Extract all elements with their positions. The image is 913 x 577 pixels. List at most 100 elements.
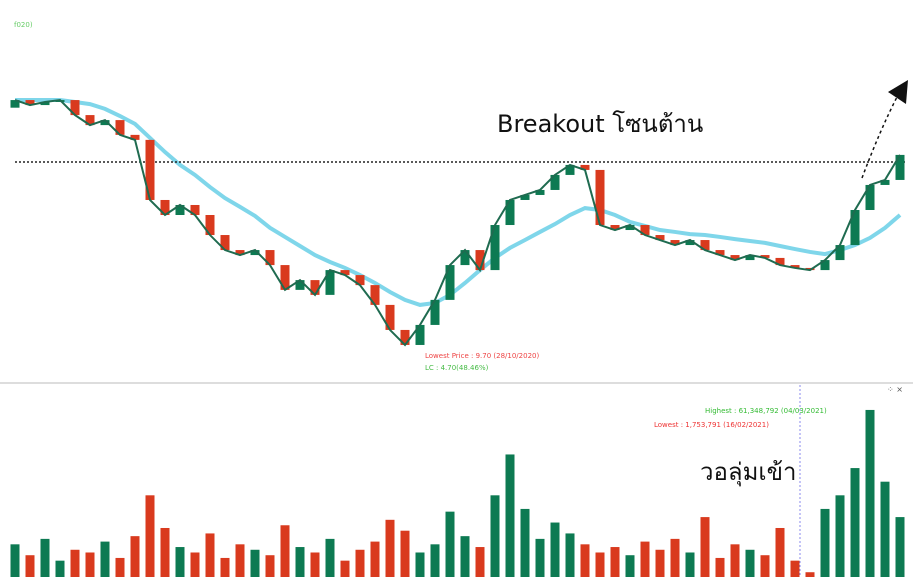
volume-bar	[385, 519, 395, 577]
candle	[460, 250, 470, 266]
candle	[490, 225, 500, 271]
candle	[145, 139, 155, 200]
candle	[160, 199, 170, 215]
volume-bar	[775, 527, 785, 577]
candle	[325, 270, 335, 295]
candle	[235, 250, 245, 256]
candle	[790, 265, 800, 268]
trend-arrow	[861, 94, 899, 179]
candle	[190, 204, 200, 215]
volume-bar	[895, 517, 905, 577]
candle	[535, 189, 545, 195]
volume-bar	[655, 549, 665, 577]
volume-bar	[430, 544, 440, 577]
volume-bar	[160, 527, 170, 577]
highest-label: Highest : 61,348,792 (04/03/2021)	[705, 407, 827, 415]
marks	[10, 98, 905, 577]
volume-bar	[745, 549, 755, 577]
volume-bar	[85, 552, 95, 577]
candle	[700, 240, 710, 251]
volume-bar	[850, 468, 860, 577]
volume-bar	[415, 552, 425, 577]
volume-bar	[460, 536, 470, 577]
candle	[835, 245, 845, 261]
volume-bar	[235, 544, 245, 577]
volume-bar	[130, 536, 140, 577]
volume-bar	[835, 495, 845, 577]
volume-bar	[250, 549, 260, 577]
volume-bar	[40, 538, 50, 577]
volume-bar	[475, 547, 485, 577]
volume-bar	[25, 555, 35, 577]
candle	[40, 101, 50, 106]
candle	[550, 174, 560, 190]
candle	[85, 115, 95, 126]
volume-bar	[670, 538, 680, 577]
volume-bar	[400, 530, 410, 577]
volume-bar	[370, 541, 380, 577]
candle	[310, 280, 320, 295]
candle	[685, 240, 695, 246]
candle	[385, 304, 395, 330]
candle	[580, 164, 590, 170]
candle	[130, 134, 140, 140]
volume-bar	[325, 538, 335, 577]
volume-bar	[280, 525, 290, 577]
candle	[670, 240, 680, 246]
volume-bar	[115, 557, 125, 577]
volume-bar	[820, 508, 830, 577]
volume-bar	[310, 552, 320, 577]
candle	[100, 120, 110, 126]
volume-bar	[175, 547, 185, 577]
volume-bar	[610, 547, 620, 577]
candle	[250, 250, 260, 256]
candle	[205, 215, 215, 236]
candle	[850, 209, 860, 246]
candle	[475, 250, 485, 271]
volume-bar	[145, 495, 155, 577]
candle	[745, 255, 755, 261]
volume-bar	[220, 557, 230, 577]
pane-controls: ⁘ ×	[887, 385, 903, 394]
candle	[10, 100, 20, 108]
candle	[895, 154, 905, 180]
candle	[505, 199, 515, 226]
volume-bar	[100, 541, 110, 577]
volume-bar	[340, 560, 350, 577]
candle	[430, 299, 440, 325]
ma-line	[15, 98, 902, 307]
volume-bar	[730, 544, 740, 577]
candle	[760, 255, 770, 258]
candle	[865, 184, 875, 210]
candle	[415, 324, 425, 345]
volume-bar	[565, 533, 575, 577]
volume-bar	[265, 555, 275, 577]
lc-label: LC : 4.70(48.46%)	[425, 364, 489, 372]
volume-bar	[55, 560, 65, 577]
volume-bar	[205, 533, 215, 577]
candle	[265, 250, 275, 266]
arrow-head	[888, 80, 908, 104]
candle	[400, 329, 410, 345]
volume-bar	[550, 522, 560, 577]
candle	[610, 225, 620, 231]
lowest-volume-label: Lowest : 1,753,791 (16/02/2021)	[654, 421, 769, 429]
candle	[595, 169, 605, 226]
volume-bar	[640, 541, 650, 577]
volume-bar	[505, 454, 515, 577]
volume-bar	[535, 538, 545, 577]
volume-bar	[715, 557, 725, 577]
candle	[520, 194, 530, 200]
candle	[340, 270, 350, 276]
breakout-annotation: Breakout โซนต้าน	[497, 110, 703, 138]
volume-bar	[445, 511, 455, 577]
volume-bar	[295, 547, 305, 577]
close-line	[14, 99, 901, 347]
candle	[355, 275, 365, 286]
corner-label: f020)	[14, 21, 33, 29]
volume-bar	[355, 549, 365, 577]
candle	[565, 164, 575, 175]
volume-bar	[70, 549, 80, 577]
volume-bar	[580, 544, 590, 577]
